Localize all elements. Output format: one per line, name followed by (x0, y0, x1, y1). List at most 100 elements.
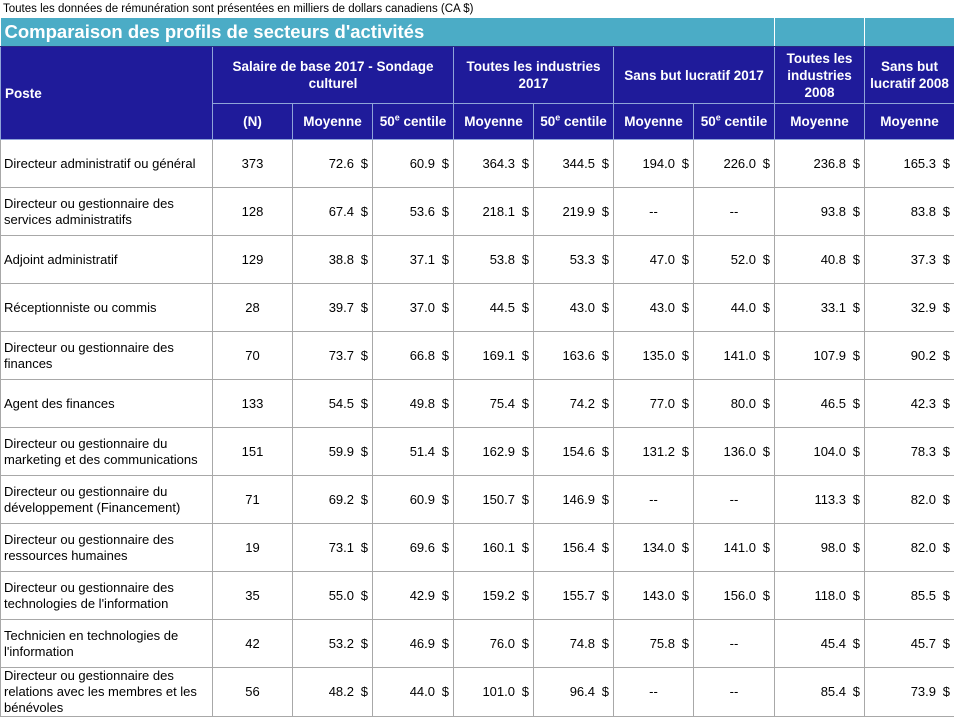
value-number: 45.7 (910, 635, 937, 651)
cell-count: 56 (212, 667, 293, 717)
currency-symbol: $ (441, 395, 449, 411)
currency-symbol: $ (852, 155, 861, 171)
currency-symbol: $ (441, 539, 449, 555)
header-group-cultural-2017: Salaire de base 2017 - Sondage culturel (212, 46, 454, 104)
cell-value: 78.3 $ (864, 427, 954, 476)
header-centile: 50e centile (692, 103, 776, 140)
currency-symbol: $ (601, 395, 609, 411)
currency-symbol: $ (441, 587, 449, 603)
currency-symbol: $ (942, 203, 951, 219)
value-number: 218.1 (482, 203, 515, 219)
currency-symbol: $ (360, 251, 368, 267)
currency-symbol: $ (360, 395, 368, 411)
cell-value: 218.1 $ (453, 187, 534, 236)
currency-symbol: $ (762, 347, 771, 363)
currency-symbol: $ (852, 395, 861, 411)
cell-value: 37.0 $ (372, 283, 454, 332)
value-number: 83.8 (910, 203, 937, 219)
cell-value: 69.6 $ (372, 523, 454, 572)
currency-symbol: $ (681, 587, 689, 603)
cell-value: 46.5 $ (774, 379, 866, 428)
cell-value: 60.9 $ (372, 139, 454, 188)
cell-value: 96.4 $ (533, 667, 614, 717)
value-number: 37.0 (409, 299, 435, 315)
value-number: 344.5 (562, 155, 595, 171)
table-row: Adjoint administratif 129 38.8 $37.1 $53.8 $5… (0, 235, 954, 284)
cell-value: 154.6 $ (533, 427, 614, 476)
cell-value: 85.5 $ (864, 571, 954, 620)
header-moyenne: Moyenne (292, 103, 373, 140)
currency-symbol: $ (521, 443, 529, 459)
cell-value: 44.5 $ (453, 283, 534, 332)
value-number: 53.3 (569, 251, 595, 267)
cell-value: 73.1 $ (292, 523, 373, 572)
currency-symbol: $ (601, 539, 609, 555)
value-number: 141.0 (723, 347, 757, 363)
cell-value: 45.7 $ (864, 619, 954, 668)
value-number: 194.0 (642, 155, 675, 171)
currency-symbol: $ (942, 684, 951, 699)
cell-count: 71 (212, 475, 293, 524)
header-n: (N) (212, 103, 293, 140)
value-number: 44.5 (489, 299, 515, 315)
cell-poste: Directeur ou gestionnaire des ressources… (0, 523, 213, 572)
cell-value: 131.2 $ (613, 427, 694, 476)
currency-symbol: $ (852, 299, 861, 315)
currency-symbol: $ (942, 539, 951, 555)
value-number: 72.6 (328, 155, 354, 171)
cell-value: 82.0 $ (864, 475, 954, 524)
value-number: 82.0 (910, 491, 937, 507)
value-number: 101.0 (482, 684, 515, 699)
currency-symbol: $ (441, 299, 449, 315)
value-number: 90.2 (910, 347, 937, 363)
cell-value: 72.6 $ (292, 139, 373, 188)
cell-poste: Directeur ou gestionnaire des technologi… (0, 571, 213, 620)
header-centile: 50e centile (372, 103, 454, 140)
cell-value: 155.7 $ (533, 571, 614, 620)
cell-value: 160.1 $ (453, 523, 534, 572)
cell-value: 37.3 $ (864, 235, 954, 284)
cell-value: 85.4 $ (774, 667, 866, 717)
cell-poste: Directeur ou gestionnaire du développeme… (0, 475, 213, 524)
cell-value: -- (692, 475, 776, 524)
currency-symbol: $ (681, 155, 689, 171)
currency-symbol: $ (852, 539, 861, 555)
cell-value: 45.4 $ (774, 619, 866, 668)
currency-symbol: $ (942, 347, 951, 363)
value-number: 38.8 (328, 251, 354, 267)
cell-value: 169.1 $ (453, 331, 534, 380)
cell-poste: Directeur administratif ou général (0, 139, 213, 188)
header-centile: 50e centile (533, 103, 614, 140)
value-number: 53.6 (409, 203, 435, 219)
currency-symbol: $ (942, 443, 951, 459)
cell-value: 165.3 $ (864, 139, 954, 188)
cell-value: 53.3 $ (533, 235, 614, 284)
value-number: 136.0 (723, 443, 757, 459)
currency-symbol: $ (441, 443, 449, 459)
cell-value: 40.8 $ (774, 235, 866, 284)
cell-value: 54.5 $ (292, 379, 373, 428)
value-number: 53.2 (328, 635, 354, 651)
value-number: 156.4 (562, 539, 595, 555)
cell-count: 42 (212, 619, 293, 668)
cell-value: 77.0 $ (613, 379, 694, 428)
value-number: 75.4 (489, 395, 515, 411)
currency-symbol: $ (942, 635, 951, 651)
cell-value: -- (613, 475, 694, 524)
value-number: 96.4 (569, 684, 595, 699)
value-number: 54.5 (328, 395, 354, 411)
value-number: 37.3 (910, 251, 937, 267)
value-number: 33.1 (820, 299, 847, 315)
value-number: 37.1 (409, 251, 435, 267)
value-number: 77.0 (649, 395, 675, 411)
header-group-all-industries-2017: Toutes les industries 2017 (453, 46, 614, 104)
value-number: 69.2 (328, 491, 354, 507)
cell-count: 129 (212, 235, 293, 284)
value-number: 39.7 (328, 299, 354, 315)
cell-value: 226.0 $ (692, 139, 776, 188)
cell-value: 43.0 $ (613, 283, 694, 332)
cell-value: 219.9 $ (533, 187, 614, 236)
cell-value: 146.9 $ (533, 475, 614, 524)
value-number: 159.2 (482, 587, 515, 603)
currency-symbol: $ (681, 251, 689, 267)
